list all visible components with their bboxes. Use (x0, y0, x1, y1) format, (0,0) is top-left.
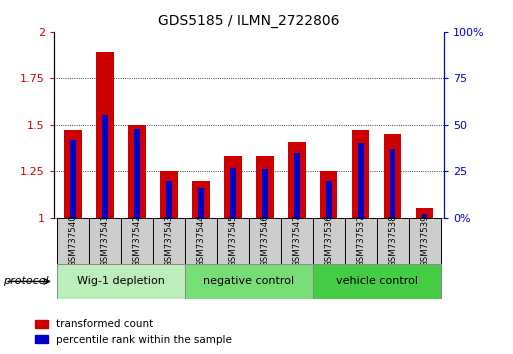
Bar (224, 156, 242, 218)
Bar (89, 218, 121, 264)
Bar (230, 167, 235, 218)
Bar (256, 156, 273, 218)
Bar (121, 218, 153, 264)
Bar (313, 218, 345, 264)
Bar (160, 171, 177, 218)
Text: GSM737547: GSM737547 (292, 214, 301, 267)
Bar (313, 264, 441, 299)
Text: GSM737545: GSM737545 (228, 214, 238, 267)
Bar (281, 218, 313, 264)
Bar (326, 181, 331, 218)
Legend: transformed count, percentile rank within the sample: transformed count, percentile rank withi… (31, 315, 236, 349)
Bar (153, 218, 185, 264)
Bar (320, 171, 338, 218)
Bar (416, 209, 433, 218)
Text: protocol: protocol (3, 276, 48, 286)
Bar (358, 143, 364, 218)
Bar (192, 181, 210, 218)
Bar (288, 142, 306, 218)
Bar (96, 52, 114, 218)
Bar (128, 125, 146, 218)
Text: GSM737540: GSM737540 (69, 214, 77, 267)
Bar (390, 149, 396, 218)
Text: GSM737543: GSM737543 (164, 214, 173, 267)
Bar (64, 130, 82, 218)
Bar (262, 170, 268, 218)
Bar (185, 264, 313, 299)
Bar (249, 218, 281, 264)
Bar (217, 218, 249, 264)
Bar (185, 218, 217, 264)
Bar (422, 214, 427, 218)
Text: GSM737538: GSM737538 (388, 214, 397, 267)
Bar (57, 218, 89, 264)
Bar (352, 130, 369, 218)
Text: GSM737537: GSM737537 (356, 214, 365, 267)
Text: vehicle control: vehicle control (336, 276, 418, 286)
Text: GSM737541: GSM737541 (101, 214, 109, 267)
Text: Wig-1 depletion: Wig-1 depletion (77, 276, 165, 286)
Bar (102, 115, 108, 218)
Bar (134, 129, 140, 218)
Text: GSM737544: GSM737544 (196, 214, 205, 267)
Bar (294, 153, 300, 218)
Bar (377, 218, 408, 264)
Bar (70, 140, 76, 218)
Text: GSM737539: GSM737539 (420, 215, 429, 267)
Bar (408, 218, 441, 264)
Bar (57, 264, 185, 299)
Bar (345, 218, 377, 264)
Text: GSM737536: GSM737536 (324, 214, 333, 267)
Title: GDS5185 / ILMN_2722806: GDS5185 / ILMN_2722806 (158, 14, 340, 28)
Bar (384, 134, 401, 218)
Bar (166, 181, 172, 218)
Text: GSM737546: GSM737546 (260, 214, 269, 267)
Text: GSM737542: GSM737542 (132, 214, 142, 267)
Bar (198, 188, 204, 218)
Text: negative control: negative control (203, 276, 294, 286)
